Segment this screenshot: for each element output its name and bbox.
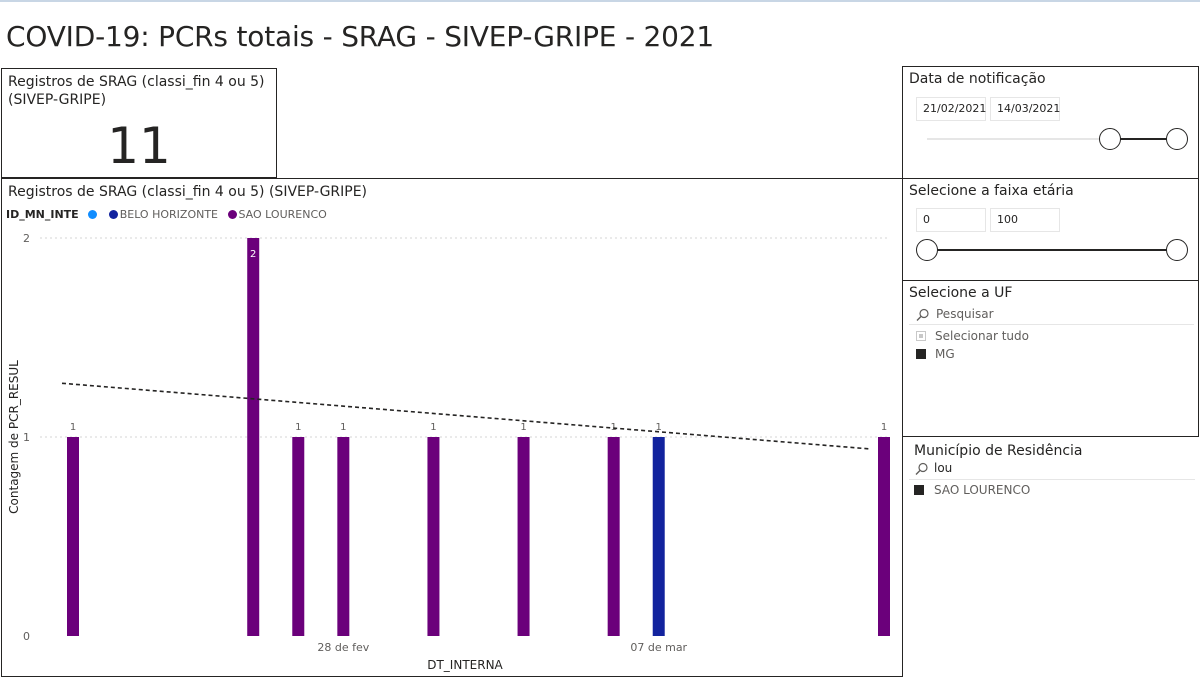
age-filter-card: Selecione a faixa etária 0 100 — [902, 178, 1199, 281]
data-label: 1 — [295, 422, 301, 433]
municipio-search-underline — [909, 479, 1195, 480]
uf-search-underline — [909, 324, 1194, 325]
data-label: 1 — [656, 422, 662, 433]
partial-checkbox-icon — [916, 331, 926, 341]
data-label: 1 — [430, 422, 436, 433]
kpi-card[interactable]: Registros de SRAG (classi_fin 4 ou 5) (S… — [1, 68, 277, 178]
data-label: 1 — [70, 422, 76, 433]
data-label: 1 — [881, 422, 887, 433]
bar — [337, 437, 350, 636]
age-slider-max-handle[interactable] — [1166, 239, 1188, 261]
kpi-value: 11 — [107, 117, 171, 175]
age-slider-min-handle[interactable] — [916, 239, 938, 261]
legend-title: ID_MN_INTE — [6, 208, 79, 221]
municipio-search-value: lou — [934, 461, 953, 475]
age-min-input[interactable]: 0 — [916, 208, 986, 232]
municipio-item-label: SAO LOURENCO — [934, 483, 1031, 497]
y-tick-label: 0 — [23, 630, 30, 643]
search-icon — [916, 308, 929, 321]
data-label: 1 — [520, 422, 526, 433]
age-max-input[interactable]: 100 — [990, 208, 1060, 232]
bar — [517, 437, 530, 636]
top-border — [0, 0, 1200, 2]
y-tick-label: 1 — [23, 431, 30, 444]
search-icon — [915, 462, 928, 475]
uf-filter-card: Selecione a UF Pesquisar Selecionar tudo… — [902, 280, 1199, 437]
date-slider-range — [1109, 138, 1177, 140]
bar — [67, 437, 79, 636]
date-filter-card: Data de notificação 21/02/2021 14/03/202… — [902, 66, 1199, 179]
x-tick-label: 28 de fev — [317, 641, 369, 654]
legend-dot-0 — [88, 210, 98, 219]
uf-item-mg-label: MG — [935, 347, 955, 361]
chart-card[interactable]: Registros de SRAG (classi_fin 4 ou 5) (S… — [1, 178, 903, 677]
kpi-card-title: Registros de SRAG (classi_fin 4 ou 5) (S… — [8, 74, 265, 108]
municipio-filter-card: Município de Residência lou SAO LOURENCO — [903, 437, 1199, 677]
legend-dot-1 — [108, 210, 118, 219]
trend-line — [61, 382, 871, 450]
date-slider-end-handle[interactable] — [1166, 128, 1188, 150]
y-tick-label: 2 — [23, 232, 30, 245]
legend-dot-2 — [227, 210, 237, 219]
legend-label-belo-horizonte[interactable]: BELO HORIZONTE — [119, 208, 218, 221]
municipio-filter-title: Município de Residência — [914, 443, 1083, 459]
uf-search-placeholder: Pesquisar — [936, 307, 994, 321]
bar — [652, 437, 665, 636]
data-label: 2 — [250, 249, 256, 260]
data-label: 1 — [340, 422, 346, 433]
date-slider-start-handle[interactable] — [1098, 128, 1121, 150]
checked-checkbox-icon — [916, 349, 926, 359]
bar — [247, 238, 260, 636]
chart-title: Registros de SRAG (classi_fin 4 ou 5) (S… — [8, 184, 368, 200]
uf-search[interactable]: Pesquisar — [916, 307, 1186, 323]
checked-checkbox-icon — [914, 485, 924, 495]
age-filter-title: Selecione a faixa etária — [909, 183, 1074, 199]
uf-filter-title: Selecione a UF — [909, 285, 1013, 301]
bar — [607, 437, 620, 636]
uf-item-select-all-label: Selecionar tudo — [935, 329, 1029, 343]
date-filter-title: Data de notificação — [909, 71, 1046, 87]
date-end-input[interactable]: 14/03/2021 — [990, 97, 1060, 121]
chart-legend: ID_MN_INTE BELO HORIZONTE SAO LOURENCO — [6, 208, 327, 221]
x-axis-label: DT_INTERNA — [427, 658, 503, 672]
legend-label-sao-lourenco[interactable]: SAO LOURENCO — [238, 208, 327, 221]
x-tick-label: 07 de mar — [630, 641, 687, 654]
bar — [427, 437, 440, 636]
bar — [878, 437, 890, 636]
age-slider-range — [927, 249, 1177, 251]
date-start-input[interactable]: 21/02/2021 — [916, 97, 986, 121]
bar — [292, 437, 305, 636]
municipio-search[interactable]: lou — [915, 461, 1185, 477]
date-slider-track[interactable] — [927, 138, 1177, 140]
y-axis-label: Contagem de PCR_RESUL — [7, 360, 21, 514]
page-title: COVID-19: PCRs totais - SRAG - SIVEP-GRI… — [6, 20, 715, 53]
